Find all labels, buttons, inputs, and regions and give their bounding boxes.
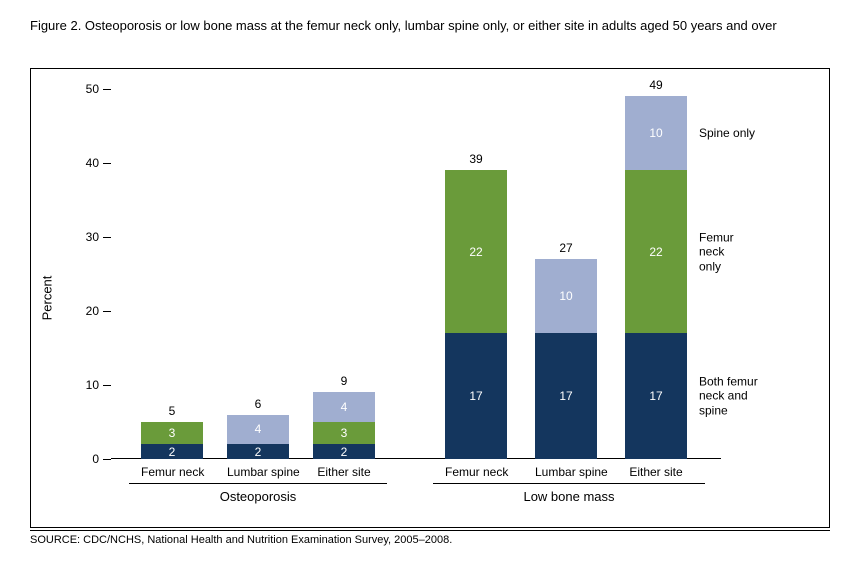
bar-segment-both: 2 — [227, 444, 289, 459]
bar: 246 — [227, 415, 289, 459]
bar-total: 27 — [559, 241, 572, 255]
group-label: Osteoporosis — [129, 489, 387, 504]
bar: 235 — [141, 422, 203, 459]
legend-label-femur_only: Femur neck only — [699, 230, 734, 273]
bar-segment-value: 17 — [649, 389, 662, 403]
bar-segment-value: 4 — [341, 400, 348, 414]
group-underline — [129, 483, 387, 484]
bar-segment-spine_only: 4 — [227, 415, 289, 445]
bar: 172239 — [445, 170, 507, 459]
category-label: Either site — [313, 459, 375, 479]
bar-segment-value: 4 — [255, 422, 262, 436]
bar-segment-value: 2 — [341, 445, 348, 459]
y-tick-label: 0 — [92, 452, 111, 466]
y-tick-label: 20 — [86, 304, 111, 318]
bar-segment-value: 10 — [649, 126, 662, 140]
source-rule — [30, 530, 830, 531]
bar-segment-both: 17 — [625, 333, 687, 459]
bar-segment-both: 17 — [445, 333, 507, 459]
bar-segment-value: 22 — [469, 245, 482, 259]
bar-segment-femur_only: 3 — [313, 422, 375, 444]
source-text: SOURCE: CDC/NCHS, National Health and Nu… — [30, 534, 452, 546]
bar-segment-both: 2 — [313, 444, 375, 459]
bar-segment-value: 2 — [255, 445, 262, 459]
y-tick-label: 50 — [86, 82, 111, 96]
bar-segment-value: 2 — [169, 445, 176, 459]
bar-total: 49 — [649, 78, 662, 92]
y-tick-label: 40 — [86, 156, 111, 170]
bar-segment-both: 2 — [141, 444, 203, 459]
bar-segment-spine_only: 10 — [625, 96, 687, 170]
bar: 17221049 — [625, 96, 687, 459]
bar-segment-femur_only: 22 — [445, 170, 507, 333]
bar-segment-spine_only: 4 — [313, 392, 375, 422]
bar-segment-spine_only: 10 — [535, 259, 597, 333]
bar-segment-value: 3 — [341, 426, 348, 440]
legend-label-both: Both femur neck and spine — [699, 375, 758, 418]
category-label: Either site — [625, 459, 687, 479]
bar-total: 6 — [255, 397, 262, 411]
plot-area: 01020304050235Femur neck246Lumbar spine2… — [111, 89, 721, 459]
bar-segment-femur_only: 22 — [625, 170, 687, 333]
bar-total: 9 — [341, 374, 348, 388]
bar-segment-value: 22 — [649, 245, 662, 259]
figure-title: Figure 2. Osteoporosis or low bone mass … — [0, 0, 860, 35]
bar-segment-value: 17 — [559, 389, 572, 403]
chart-frame: Percent 01020304050235Femur neck246Lumba… — [30, 68, 830, 528]
bar-segment-value: 17 — [469, 389, 482, 403]
y-tick-label: 30 — [86, 230, 111, 244]
y-axis-label: Percent — [40, 276, 55, 321]
bar-total: 39 — [469, 152, 482, 166]
category-label: Femur neck — [141, 459, 203, 479]
bar-total: 5 — [169, 404, 176, 418]
bar: 2349 — [313, 392, 375, 459]
bar: 171027 — [535, 259, 597, 459]
y-tick-label: 10 — [86, 378, 111, 392]
bar-segment-both: 17 — [535, 333, 597, 459]
category-label: Femur neck — [445, 459, 507, 479]
bar-segment-femur_only: 3 — [141, 422, 203, 444]
group-underline — [433, 483, 705, 484]
category-label: Lumbar spine — [535, 459, 597, 479]
group-label: Low bone mass — [433, 489, 705, 504]
bar-segment-value: 3 — [169, 426, 176, 440]
legend-label-spine_only: Spine only — [699, 126, 755, 140]
bar-segment-value: 10 — [559, 289, 572, 303]
category-label: Lumbar spine — [227, 459, 289, 479]
